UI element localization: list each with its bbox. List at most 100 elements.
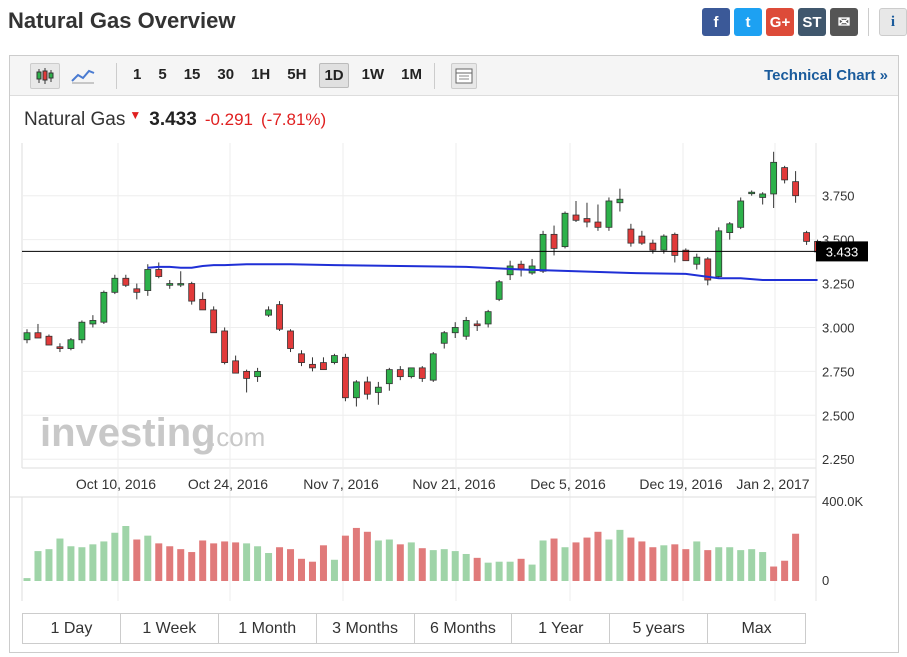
candle-up: [144, 269, 152, 291]
range-1-day[interactable]: 1 Day: [23, 614, 121, 643]
volume-bar: [100, 541, 108, 581]
timeframe-15[interactable]: 15: [183, 66, 201, 83]
range-5-years[interactable]: 5 years: [610, 614, 709, 643]
volume-bar: [287, 549, 295, 581]
volume-bar: [23, 578, 31, 581]
chart-settings-icon[interactable]: [450, 62, 477, 89]
email-icon[interactable]: ✉: [830, 8, 858, 36]
volume-bar: [341, 535, 349, 581]
range-1-year[interactable]: 1 Year: [512, 614, 611, 643]
twitter-icon[interactable]: t: [734, 8, 762, 36]
candle-down: [803, 232, 810, 242]
x-tick-label: Nov 21, 2016: [412, 476, 495, 492]
candle-up: [605, 200, 613, 228]
chart-type-group: [30, 62, 98, 89]
range-6-months[interactable]: 6 Months: [415, 614, 513, 643]
candle-down: [682, 249, 690, 262]
technical-chart-link[interactable]: Technical Chart »: [764, 67, 888, 84]
candle-down: [583, 218, 591, 223]
candle-down: [320, 362, 327, 371]
candle-up: [100, 291, 108, 323]
volume-bar: [583, 537, 591, 581]
candle-down: [210, 309, 218, 334]
candle-up: [726, 223, 734, 233]
volume-bar: [627, 537, 635, 581]
volume-bar: [572, 542, 580, 581]
candle-down: [122, 277, 130, 286]
volume-bar: [605, 539, 613, 581]
info-icon[interactable]: i: [879, 8, 907, 36]
y-tick-label: 2.750: [822, 364, 855, 379]
volume-bar: [407, 542, 415, 581]
candle-up: [462, 320, 470, 337]
y-tick-label: 2.500: [822, 408, 855, 423]
candle-up: [23, 332, 31, 341]
volume-bar: [210, 543, 218, 581]
timeframe-1m[interactable]: 1M: [401, 66, 422, 83]
volume-bar: [748, 549, 756, 581]
candle-up: [429, 353, 437, 381]
range-1-week[interactable]: 1 Week: [121, 614, 219, 643]
volume-tick-label: 0: [822, 573, 829, 588]
y-tick-label: 3.000: [822, 320, 855, 335]
toolbar-divider: [116, 62, 117, 89]
timeframe-30[interactable]: 30: [217, 66, 235, 83]
volume-bar: [166, 546, 174, 581]
candle-up: [539, 233, 547, 272]
candle-down: [396, 369, 404, 378]
candle-up: [616, 198, 624, 204]
volume-bar: [429, 550, 437, 581]
stocktwits-icon[interactable]: ST: [798, 8, 826, 36]
candle-up: [440, 332, 448, 344]
volume-bar: [144, 535, 152, 581]
volume-bar: [671, 544, 679, 581]
candle-down: [418, 367, 426, 379]
timeframe-1h[interactable]: 1H: [251, 66, 271, 83]
candle-down: [781, 167, 789, 181]
candle-up: [770, 161, 778, 195]
candle-up: [715, 230, 723, 277]
candle-up: [495, 281, 503, 300]
candle-down: [473, 323, 481, 327]
volume-bar: [155, 543, 163, 581]
candle-up: [111, 277, 119, 293]
volume-bar: [693, 541, 701, 581]
candle-down: [704, 258, 712, 281]
candle-down: [155, 269, 163, 277]
candle-up: [89, 320, 97, 325]
facebook-icon[interactable]: f: [702, 8, 730, 36]
candlestick-icon[interactable]: [30, 62, 60, 89]
volume-bar: [276, 547, 284, 581]
candle-down: [671, 233, 679, 256]
timeframe-5[interactable]: 5: [158, 66, 167, 83]
candle-up: [374, 386, 382, 393]
range-1-month[interactable]: 1 Month: [219, 614, 317, 643]
candle-up: [737, 200, 745, 228]
timeframe-group: 1 5 15 30 1H 5H 1D 1W 1M: [129, 63, 426, 88]
volume-bar: [34, 551, 42, 581]
volume-tick-label: 400.0K: [822, 494, 864, 509]
timeframe-1d[interactable]: 1D: [319, 63, 349, 88]
investing-watermark: investing: [40, 411, 216, 455]
candle-up: [78, 321, 86, 341]
google-plus-icon[interactable]: G+: [766, 8, 794, 36]
candle-down: [363, 381, 371, 395]
range-3-months[interactable]: 3 Months: [317, 614, 415, 643]
timeframe-1[interactable]: 1: [133, 66, 142, 83]
volume-bar: [495, 561, 503, 581]
volume-bar: [451, 551, 459, 581]
line-chart-icon[interactable]: [68, 63, 98, 89]
timeframe-1w[interactable]: 1W: [361, 66, 385, 83]
candle-down: [792, 181, 799, 197]
candle-down: [199, 298, 207, 311]
candle-up: [759, 193, 767, 198]
candle-up: [67, 339, 75, 349]
timeframe-5h[interactable]: 5H: [287, 66, 307, 83]
range-max[interactable]: Max: [741, 619, 772, 637]
candle-down: [594, 221, 602, 228]
moving-average-line: [147, 263, 818, 282]
candle-up: [385, 369, 393, 385]
candle-down: [276, 304, 283, 330]
volume-bar: [199, 540, 207, 581]
